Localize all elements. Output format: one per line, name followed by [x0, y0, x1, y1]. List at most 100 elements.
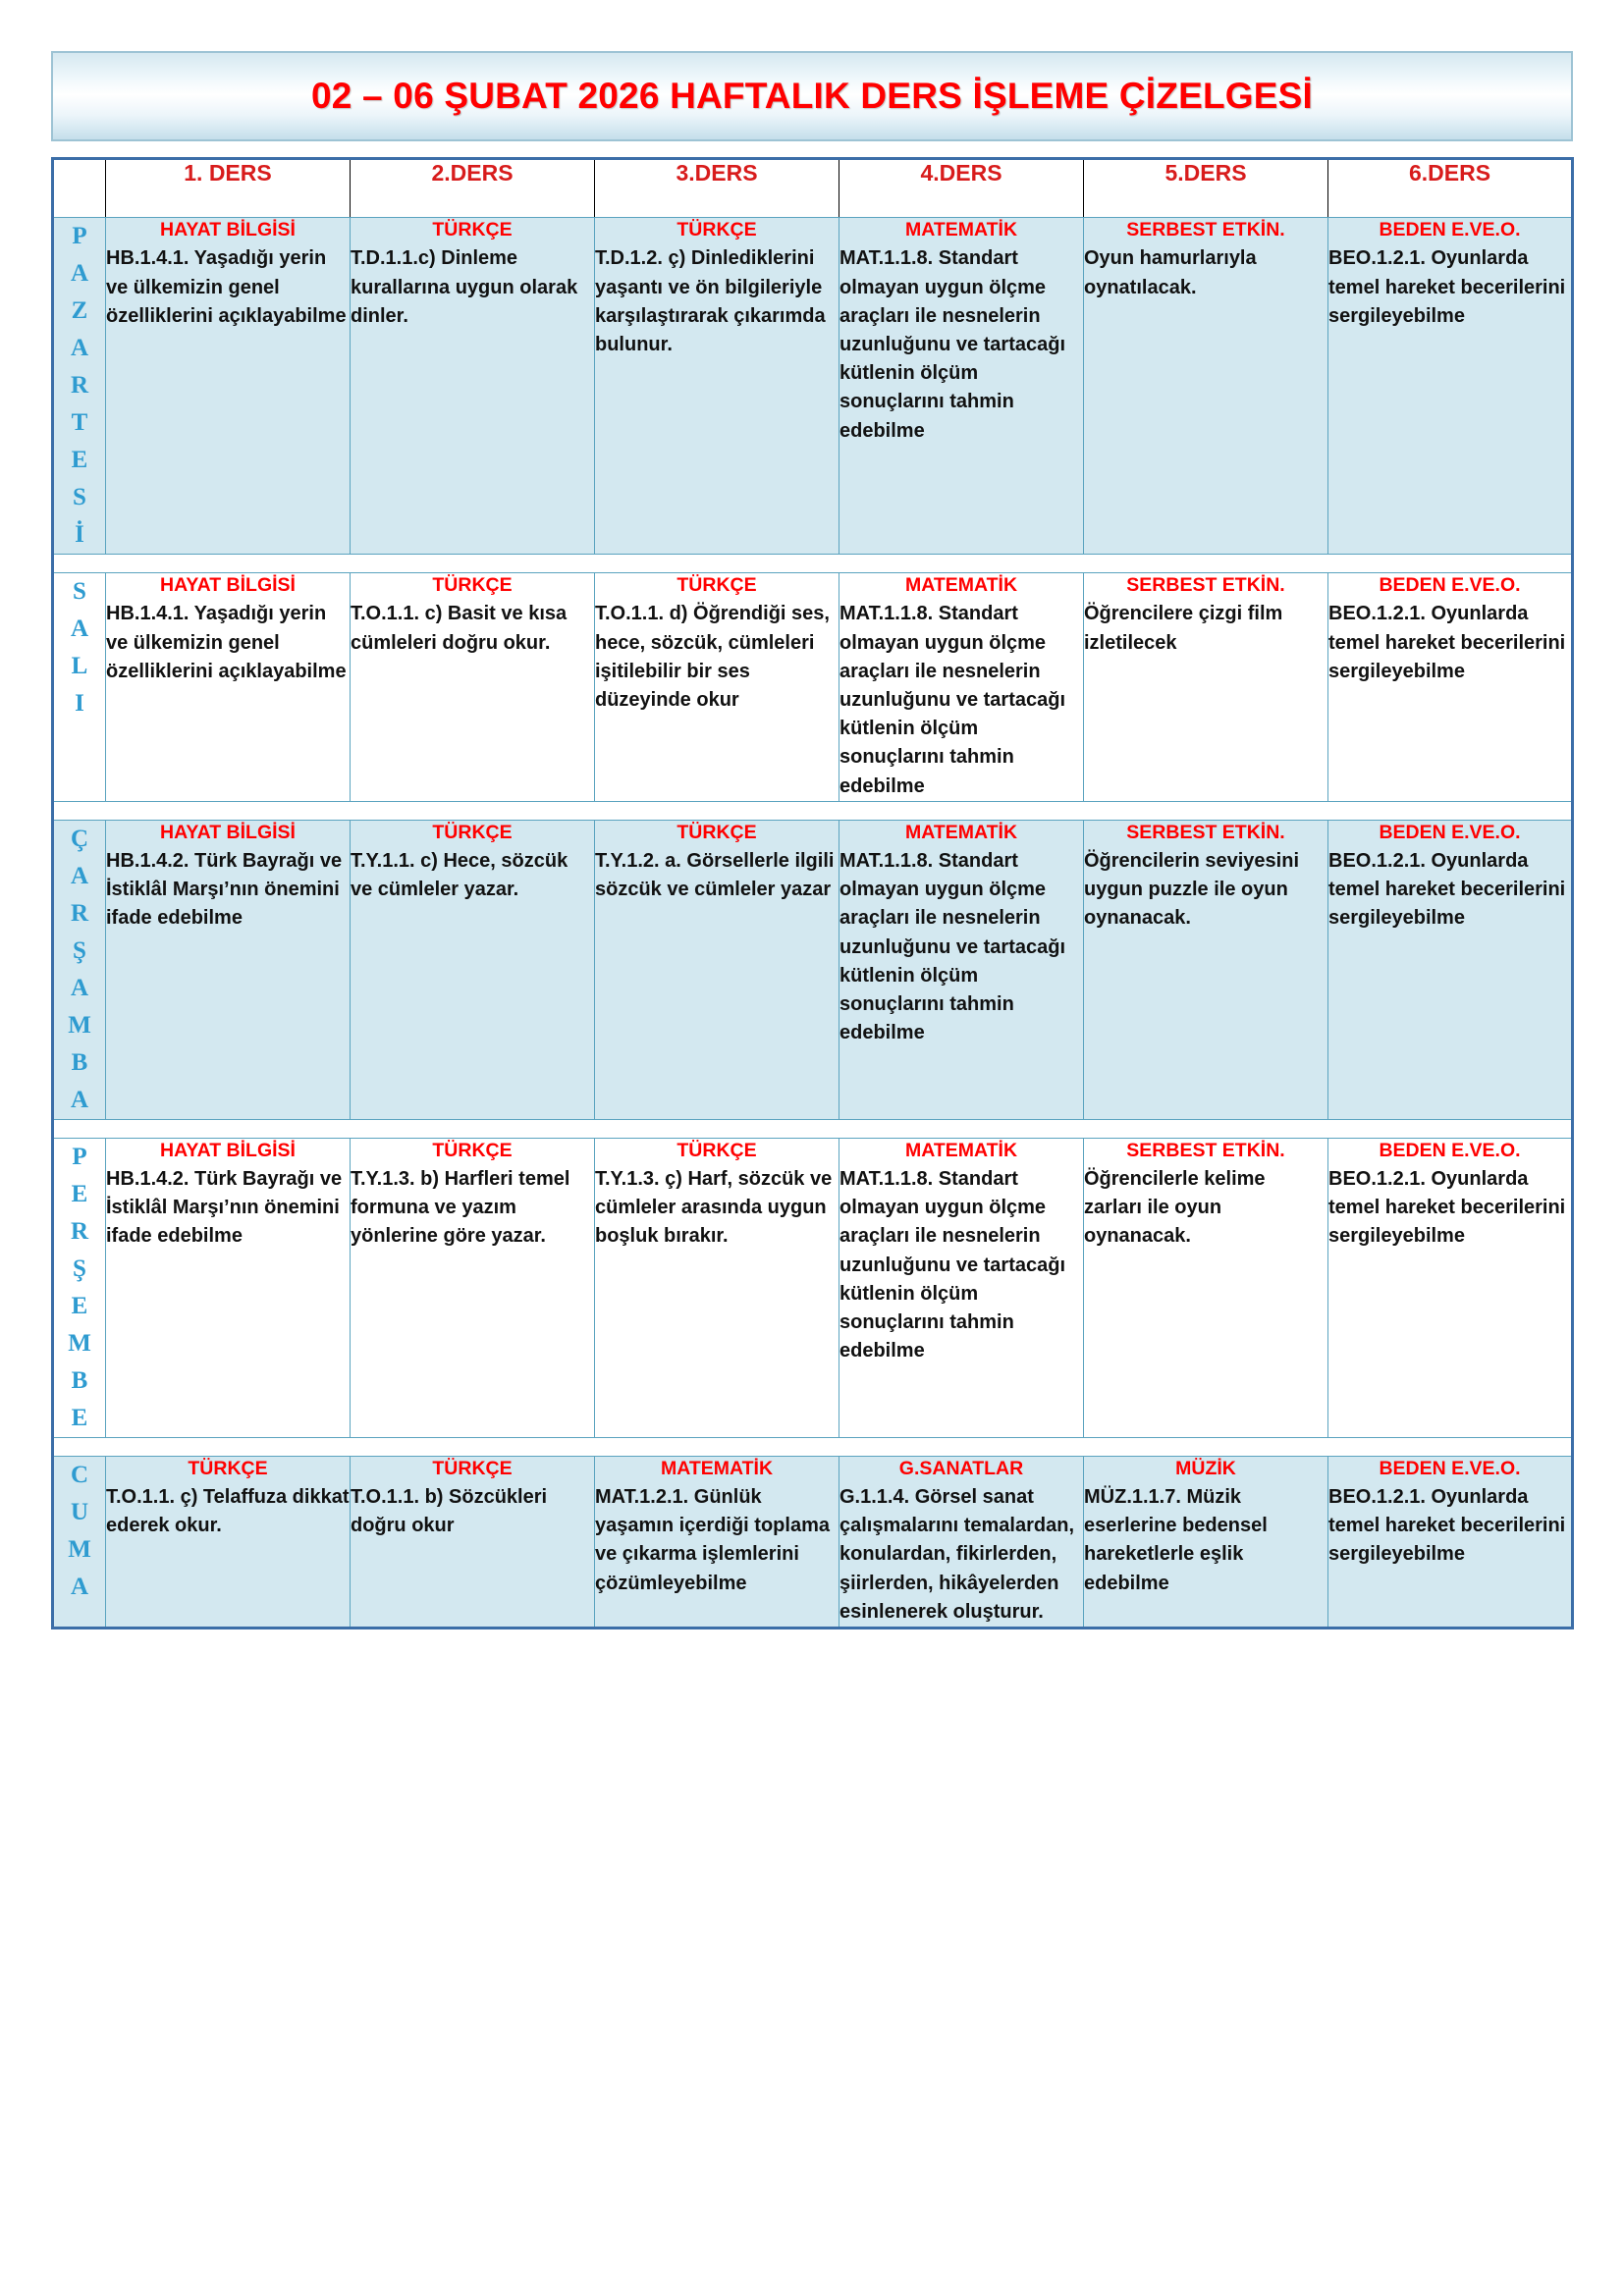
title-banner: 02 – 06 ŞUBAT 2026 HAFTALIK DERS İŞLEME …	[51, 51, 1573, 141]
lesson-subject: TÜRKÇE	[432, 219, 513, 240]
row-spacer	[51, 801, 1574, 821]
day-letter: A	[70, 260, 89, 287]
lesson-subject: SERBEST ETKİN.	[1126, 821, 1285, 843]
lesson-cell: HAYAT BİLGİSİ HB.1.4.2. Türk Bayrağı ve İ…	[105, 1137, 351, 1438]
lesson-header-5: 5.DERS	[1083, 158, 1328, 218]
day-letter: L	[71, 653, 88, 679]
lesson-subject: MATEMATİK	[904, 821, 1018, 843]
lesson-outcome: Öğrencilerin seviyesini uygun puzzle ile…	[1084, 850, 1299, 930]
day-letter: A	[70, 1086, 89, 1113]
table-row: P A Z A R T E S İ HAYAT BİLGİSİ HB.1.4.1. Yaşadığı…	[52, 217, 1574, 555]
lesson-cell: MÜZİK MÜZ.1.1.7. Müzik eserlerine bedense…	[1083, 1455, 1328, 1629]
day-letter: B	[71, 1048, 88, 1076]
table-row: Ç A R Ş A M B A HAYAT BİLGİSİ HB.1.4.2. Türk Bayr…	[52, 819, 1574, 1120]
row-spacer-cell	[51, 1119, 1574, 1139]
lesson-cell: BEDEN E.VE.O. BEO.1.2.1. Oyunlarda temel …	[1327, 1455, 1574, 1629]
lesson-header-6: 6.DERS	[1327, 158, 1574, 218]
lesson-outcome: HB.1.4.1. Yaşadığı yerin ve ülkemizin ge…	[106, 247, 347, 327]
day-letter: P	[72, 1143, 87, 1170]
lesson-subject: TÜRKÇE	[432, 1457, 513, 1479]
lesson-header-label: 1. DERS	[184, 160, 272, 186]
lesson-subject: HAYAT BİLGİSİ	[160, 821, 296, 843]
lesson-outcome: T.O.1.1. c) Basit ve kısa cümleleri doğr…	[351, 603, 568, 654]
lesson-cell: MATEMATİK MAT.1.1.8. Standart olmayan uyg…	[839, 572, 1084, 802]
lesson-subject: TÜRKÇE	[677, 821, 757, 843]
lesson-outcome: HB.1.4.2. Türk Bayrağı ve İstiklâl Marşı…	[106, 850, 343, 930]
lesson-outcome: MÜZ.1.1.7. Müzik eserlerine bedensel har…	[1084, 1486, 1268, 1594]
lesson-subject: BEDEN E.VE.O.	[1379, 574, 1521, 596]
lesson-outcome: T.Y.1.1. c) Hece, sözcük ve cümleler yaz…	[351, 850, 568, 901]
day-letter: R	[70, 899, 89, 927]
lesson-cell: MATEMATİK MAT.1.2.1. Günlük yaşamın içerd…	[594, 1455, 839, 1629]
day-letter: S	[73, 484, 86, 510]
day-letter: M	[68, 1011, 91, 1039]
lesson-cell: TÜRKÇE T.D.1.2. ç) Dinlediklerini yaşantı…	[594, 217, 839, 555]
day-column-header	[51, 158, 106, 218]
day-letter: A	[70, 615, 89, 642]
row-spacer-cell	[51, 554, 1574, 573]
row-spacer-cell	[51, 801, 1574, 821]
lesson-outcome: T.O.1.1. d) Öğrendiği ses, hece, sözcük,…	[595, 603, 830, 711]
lesson-header-label: 6.DERS	[1408, 160, 1491, 186]
lesson-subject: MATEMATİK	[904, 219, 1018, 240]
table-row: S A L I HAYAT BİLGİSİ HB.1.4.1. Yaşadığı yeri…	[52, 572, 1574, 802]
day-letter: A	[70, 335, 89, 361]
lesson-cell: TÜRKÇE T.O.1.1. b) Sözcükleri doğru okur	[350, 1455, 595, 1629]
lesson-cell: TÜRKÇE T.O.1.1. d) Öğrendiği ses, hece, s…	[594, 572, 839, 802]
lesson-cell: TÜRKÇE T.O.1.1. c) Basit ve kısa cümleler…	[350, 572, 595, 802]
lesson-cell: TÜRKÇE T.Y.1.2. a. Görsellerle ilgili söz…	[594, 819, 839, 1120]
day-letter: S	[73, 578, 86, 605]
lesson-outcome: G.1.1.4. Görsel sanat çalışmalarını tema…	[839, 1486, 1075, 1623]
lesson-outcome: MAT.1.1.8. Standart olmayan uygun ölçme …	[839, 603, 1066, 797]
lesson-cell: SERBEST ETKİN. Öğrencilerin seviyesini uy…	[1083, 819, 1328, 1120]
table-row: C U M A TÜRKÇE T.O.1.1. ç) Telaffuza dikkat e…	[52, 1455, 1574, 1629]
lesson-outcome: MAT.1.1.8. Standart olmayan uygun ölçme …	[839, 850, 1066, 1044]
lesson-header-label: 4.DERS	[920, 160, 1002, 186]
lesson-header-label: 2.DERS	[431, 160, 514, 186]
lesson-subject: MÜZİK	[1175, 1457, 1236, 1479]
lesson-cell: MATEMATİK MAT.1.1.8. Standart olmayan uyg…	[839, 1137, 1084, 1438]
day-letter: A	[70, 974, 89, 1001]
lesson-subject: HAYAT BİLGİSİ	[160, 1139, 296, 1161]
lesson-cell: TÜRKÇE T.Y.1.3. ç) Harf, sözcük ve cümlel…	[594, 1137, 839, 1438]
lesson-subject: TÜRKÇE	[677, 574, 757, 596]
lesson-cell: BEDEN E.VE.O. BEO.1.2.1. Oyunlarda temel …	[1327, 1137, 1574, 1438]
lesson-outcome: T.Y.1.3. ç) Harf, sözcük ve cümleler ara…	[595, 1168, 833, 1248]
lesson-subject: BEDEN E.VE.O.	[1379, 1139, 1521, 1161]
lesson-outcome: BEO.1.2.1. Oyunlarda temel hareket becer…	[1328, 1168, 1566, 1248]
lesson-cell: HAYAT BİLGİSİ HB.1.4.2. Türk Bayrağı ve İ…	[105, 819, 351, 1120]
lesson-header-1: 1. DERS	[105, 158, 351, 218]
row-spacer-cell	[51, 1437, 1574, 1457]
table-row: P E R Ş E M B E HAYAT BİLGİSİ HB.1.4.2. Türk Bayr…	[52, 1137, 1574, 1438]
lesson-header-label: 5.DERS	[1164, 160, 1247, 186]
day-letter: E	[71, 1292, 88, 1319]
day-letter: P	[72, 223, 87, 249]
lesson-subject: BEDEN E.VE.O.	[1379, 1457, 1521, 1479]
lesson-subject: BEDEN E.VE.O.	[1379, 821, 1521, 843]
day-letter: Z	[71, 297, 88, 324]
lesson-outcome: T.D.1.1.c) Dinleme kurallarına uygun ola…	[351, 247, 578, 327]
lesson-subject: HAYAT BİLGİSİ	[160, 219, 296, 240]
lesson-subject: TÜRKÇE	[432, 1139, 513, 1161]
row-spacer	[51, 1119, 1574, 1139]
lesson-cell: SERBEST ETKİN. Öğrencilere çizgi film izl…	[1083, 572, 1328, 802]
lesson-subject: TÜRKÇE	[432, 574, 513, 596]
lesson-subject: SERBEST ETKİN.	[1126, 1139, 1285, 1161]
day-letter: Ş	[73, 1255, 86, 1282]
lesson-cell: TÜRKÇE T.Y.1.1. c) Hece, sözcük ve cümlel…	[350, 819, 595, 1120]
lesson-outcome: HB.1.4.1. Yaşadığı yerin ve ülkemizin ge…	[106, 603, 347, 682]
day-letter: E	[71, 447, 88, 473]
lesson-outcome: T.Y.1.3. b) Harfleri temel formuna ve ya…	[351, 1168, 570, 1248]
row-spacer	[51, 554, 1574, 573]
lesson-outcome: MAT.1.2.1. Günlük yaşamın içerdiği topla…	[595, 1486, 830, 1594]
lesson-cell: BEDEN E.VE.O. BEO.1.2.1. Oyunlarda temel …	[1327, 217, 1574, 555]
lesson-outcome: T.O.1.1. b) Sözcükleri doğru okur	[351, 1486, 548, 1537]
lesson-outcome: Öğrencilerle kelime zarları ile oyun oyn…	[1084, 1168, 1266, 1248]
lesson-cell: TÜRKÇE T.O.1.1. ç) Telaffuza dikkat edere…	[105, 1455, 351, 1629]
lesson-outcome: BEO.1.2.1. Oyunlarda temel hareket becer…	[1328, 603, 1566, 682]
